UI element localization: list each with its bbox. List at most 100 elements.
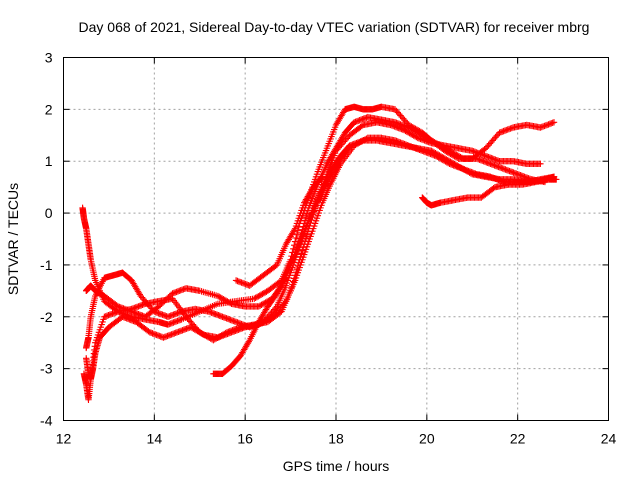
- data-point-interp: [187, 318, 194, 325]
- x-tick-label: 12: [56, 431, 72, 447]
- data-point-interp: [273, 308, 280, 316]
- data-point-interp: [356, 139, 363, 146]
- data-point-interp: [358, 122, 366, 130]
- data-point-interp: [485, 141, 492, 149]
- data-point-interp: [398, 113, 406, 121]
- data-point-interp: [216, 293, 223, 301]
- data-point-interp: [442, 158, 449, 165]
- x-tick-label: 14: [147, 431, 163, 447]
- y-tick-label: 0: [45, 205, 53, 221]
- data-point: [182, 313, 190, 320]
- data-point-interp: [255, 293, 262, 300]
- data-point-interp: [270, 312, 277, 319]
- data-point-interp: [188, 324, 196, 332]
- data-point-interp: [221, 296, 228, 304]
- data-point-interp: [360, 137, 367, 144]
- y-tick-label: 2: [45, 101, 53, 117]
- data-point: [550, 119, 558, 126]
- y-tick-label: -3: [40, 361, 53, 377]
- data-point-interp: [443, 159, 451, 166]
- data-point: [346, 142, 353, 149]
- marker-layer: [79, 103, 560, 403]
- data-point-interp: [291, 226, 298, 234]
- data-point: [269, 313, 276, 320]
- x-tick-label: 24: [601, 431, 617, 447]
- data-point-interp: [352, 141, 359, 149]
- data-point-interp: [405, 129, 412, 136]
- data-point-interp: [338, 141, 345, 148]
- data-point-interp: [413, 133, 420, 141]
- data-point-interp: [401, 117, 408, 124]
- series-track-6: [210, 142, 353, 378]
- data-point-interp: [403, 128, 411, 135]
- data-point-interp: [454, 152, 461, 159]
- data-point-interp: [357, 138, 365, 145]
- data-point-interp: [449, 149, 456, 156]
- chart-title: Day 068 of 2021, Sidereal Day-to-day VTE…: [79, 19, 590, 35]
- data-point: [537, 160, 544, 168]
- data-point-interp: [261, 318, 268, 325]
- data-point-interp: [298, 250, 305, 257]
- x-tick-label: 20: [419, 431, 435, 447]
- data-point-interp: [293, 231, 301, 238]
- data-point-interp: [197, 329, 204, 336]
- data-point-interp: [262, 317, 269, 324]
- data-point-interp: [190, 325, 197, 332]
- data-point-interp: [450, 149, 457, 157]
- data-point-interp: [409, 131, 416, 138]
- data-point-interp: [274, 307, 282, 314]
- data-point: [137, 292, 144, 300]
- data-point-interp: [435, 154, 442, 161]
- data-point: [482, 145, 490, 152]
- data-point: [255, 303, 262, 310]
- data-point-interp: [198, 330, 205, 337]
- data-point-interp: [493, 132, 500, 140]
- data-point-interp: [253, 293, 261, 301]
- data-point-interp: [458, 154, 466, 162]
- data-point-interp: [256, 292, 263, 299]
- data-point-interp: [252, 294, 259, 302]
- data-point-interp: [451, 150, 459, 158]
- x-tick-label: 18: [328, 431, 344, 447]
- data-point-interp: [224, 298, 231, 305]
- data-point-interp: [410, 132, 417, 139]
- data-point-interp: [484, 143, 491, 150]
- data-point-interp: [359, 137, 366, 145]
- data-point-interp: [303, 231, 311, 239]
- data-point-interp: [222, 297, 230, 304]
- data-point-interp: [353, 140, 361, 148]
- data-point-interp: [185, 316, 193, 324]
- series-track-8: [419, 176, 560, 209]
- data-point-interp: [258, 301, 265, 309]
- data-point-interp: [138, 294, 146, 301]
- data-point-interp: [457, 153, 464, 161]
- y-axis-label: SDTVAR / TECUs: [5, 183, 21, 295]
- data-point: [187, 323, 194, 331]
- data-point-interp: [394, 109, 401, 116]
- data-point-interp: [397, 112, 404, 119]
- data-point: [400, 126, 408, 134]
- data-point-interp: [488, 138, 495, 146]
- data-point-interp: [318, 174, 325, 182]
- data-point-interp: [395, 110, 403, 118]
- data-point-interp: [192, 327, 200, 334]
- data-point-interp: [278, 302, 286, 310]
- data-point-interp: [486, 140, 494, 147]
- x-tick-label: 22: [510, 431, 526, 447]
- data-point-interp: [261, 300, 268, 307]
- data-point-interp: [199, 330, 207, 338]
- data-point-interp: [361, 136, 369, 143]
- data-point-interp: [489, 137, 496, 144]
- data-point-interp: [334, 146, 341, 153]
- data-point-interp: [226, 299, 234, 307]
- data-point-interp: [439, 156, 446, 164]
- data-point-interp: [148, 305, 155, 312]
- data-point-interp: [191, 326, 198, 333]
- data-point-interp: [263, 316, 271, 324]
- grid-layer: [63, 57, 609, 421]
- data-point-interp: [444, 159, 452, 167]
- data-point-interp: [343, 135, 351, 142]
- data-point-interp: [407, 130, 415, 138]
- data-point-interp: [256, 302, 264, 309]
